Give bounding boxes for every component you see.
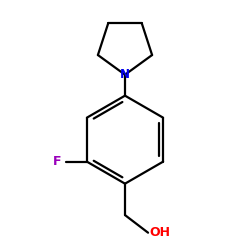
Text: OH: OH: [149, 226, 170, 239]
Text: N: N: [120, 68, 130, 81]
Text: F: F: [53, 155, 62, 168]
